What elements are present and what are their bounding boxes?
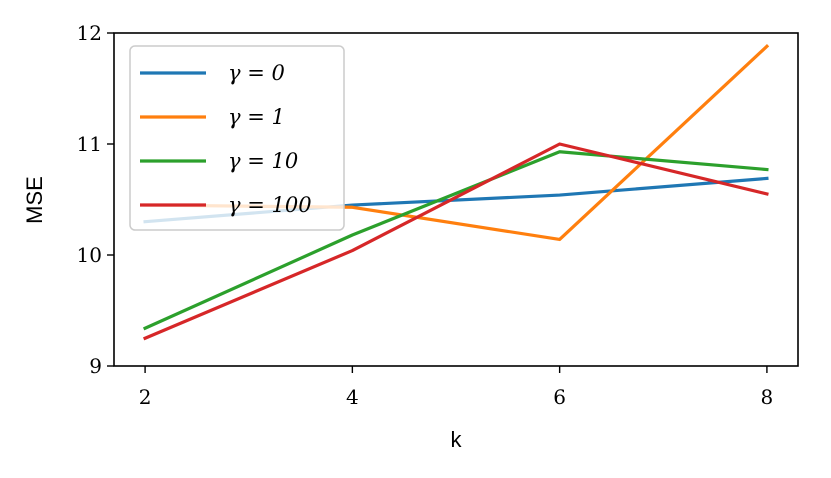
legend-box [129,45,345,231]
legend-label: γ = 100 [228,193,312,217]
legend-label: γ = 10 [228,149,298,173]
plot-area-frame [113,32,799,367]
x-tick-label: 4 [346,385,359,409]
series-line-2 [142,150,769,331]
series-line-3 [142,142,769,341]
y-tick-label: 10 [77,243,102,267]
x-tick-label: 6 [553,385,566,409]
legend-label: γ = 0 [228,61,285,85]
x-axis: 2 4 6 8 [139,366,774,409]
y-tick-label: 9 [89,354,102,378]
legend-label: γ = 1 [228,105,285,129]
x-axis-label: k [451,427,463,452]
y-axis: 9 10 11 12 [77,21,114,378]
y-tick-label: 11 [77,132,102,156]
y-axis-label: MSE [22,176,47,224]
x-tick-label: 8 [761,385,774,409]
x-tick-label: 2 [139,385,152,409]
y-tick-label: 12 [77,21,102,45]
legend: γ = 0 γ = 1 γ = 10 γ = 100 [129,45,345,231]
